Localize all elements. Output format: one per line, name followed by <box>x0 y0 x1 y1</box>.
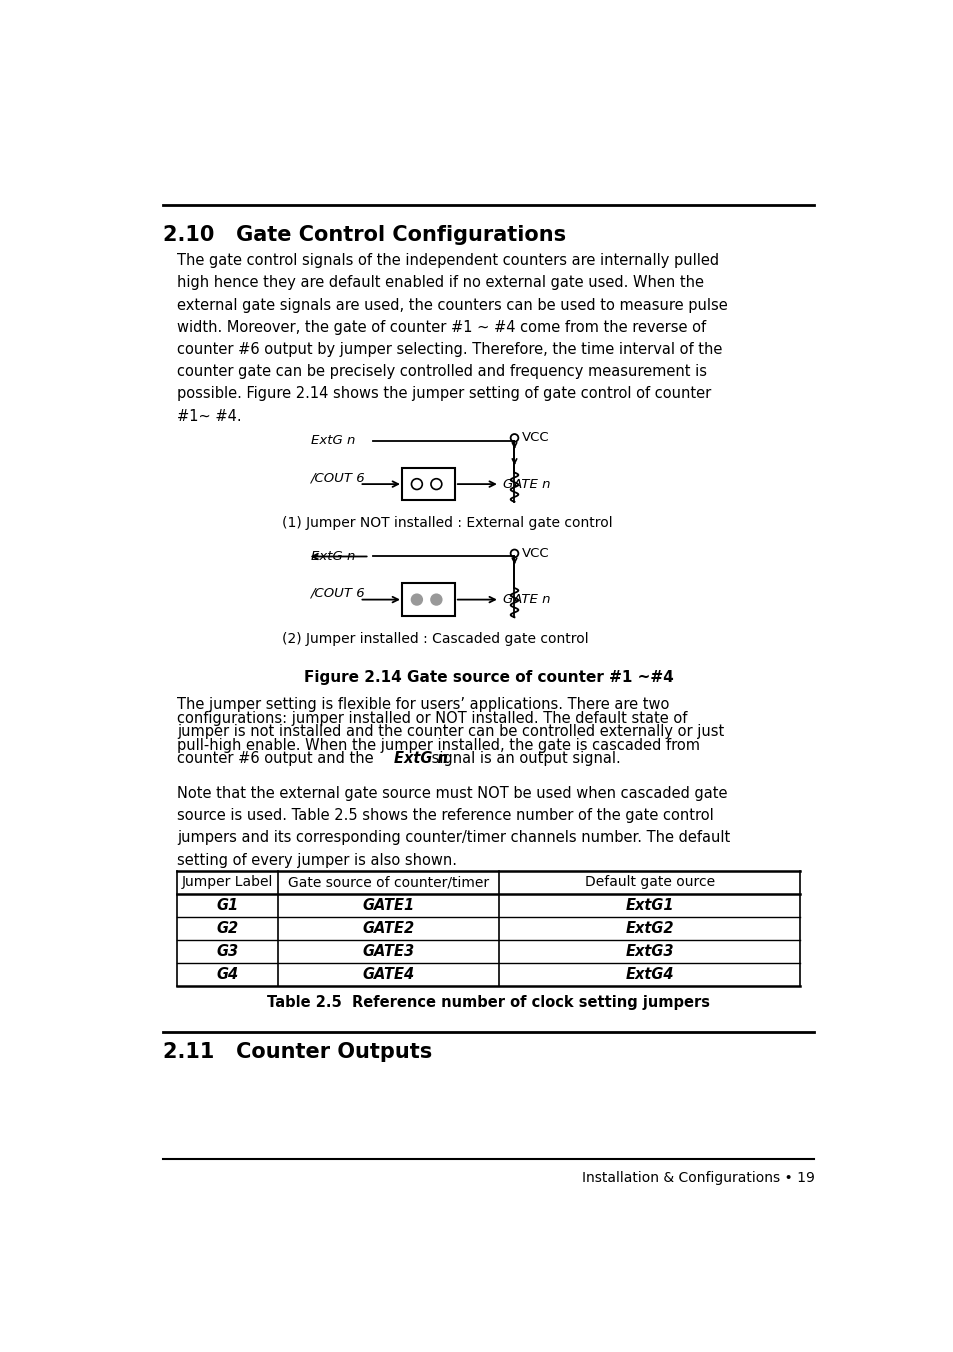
Text: pull-high enable. When the jumper installed, the gate is cascaded from: pull-high enable. When the jumper instal… <box>177 738 700 753</box>
Text: GATE n: GATE n <box>502 594 550 606</box>
Circle shape <box>431 595 441 604</box>
Text: ExtG2: ExtG2 <box>625 921 673 936</box>
Bar <box>402 584 455 615</box>
Text: ExtG n: ExtG n <box>311 550 355 562</box>
Text: configurations: jumper installed or NOT installed. The default state of: configurations: jumper installed or NOT … <box>177 711 687 726</box>
Text: Note that the external gate source must NOT be used when cascaded gate
source is: Note that the external gate source must … <box>177 786 730 868</box>
Text: GATE2: GATE2 <box>362 921 415 936</box>
Text: ExtG3: ExtG3 <box>625 944 673 959</box>
Text: Figure 2.14 Gate source of counter #1 ~#4: Figure 2.14 Gate source of counter #1 ~#… <box>304 671 673 685</box>
Text: Default gate ource: Default gate ource <box>584 875 714 890</box>
Text: ExtG n: ExtG n <box>394 752 448 767</box>
Text: 2.11   Counter Outputs: 2.11 Counter Outputs <box>163 1041 433 1061</box>
Text: The jumper setting is flexible for users’ applications. There are two: The jumper setting is flexible for users… <box>177 698 669 713</box>
Text: ExtG n: ExtG n <box>311 434 355 448</box>
Circle shape <box>411 595 422 604</box>
Text: counter #6 output and the: counter #6 output and the <box>177 752 378 767</box>
Text: (2) Jumper installed : Cascaded gate control: (2) Jumper installed : Cascaded gate con… <box>282 631 588 646</box>
Text: ExtG1: ExtG1 <box>625 898 673 913</box>
Text: Jumper Label: Jumper Label <box>182 875 274 890</box>
Text: 2.10   Gate Control Configurations: 2.10 Gate Control Configurations <box>163 226 566 245</box>
Text: /COUT 6: /COUT 6 <box>311 587 366 600</box>
Text: Gate source of counter/timer: Gate source of counter/timer <box>288 875 489 890</box>
Bar <box>402 468 455 500</box>
Text: GATE3: GATE3 <box>362 944 415 959</box>
Text: GATE n: GATE n <box>502 477 550 491</box>
Text: /COUT 6: /COUT 6 <box>311 472 366 484</box>
Text: ExtG4: ExtG4 <box>625 967 673 982</box>
Text: G3: G3 <box>216 944 238 959</box>
Text: signal is an output signal.: signal is an output signal. <box>427 752 620 767</box>
Text: The gate control signals of the independent counters are internally pulled
high : The gate control signals of the independ… <box>177 253 727 423</box>
Text: VCC: VCC <box>521 431 549 445</box>
Text: GATE4: GATE4 <box>362 967 415 982</box>
Text: G2: G2 <box>216 921 238 936</box>
Text: GATE1: GATE1 <box>362 898 415 913</box>
Text: jumper is not installed and the counter can be controlled externally or just: jumper is not installed and the counter … <box>177 725 724 740</box>
Text: Table 2.5  Reference number of clock setting jumpers: Table 2.5 Reference number of clock sett… <box>267 995 710 1010</box>
Text: (1) Jumper NOT installed : External gate control: (1) Jumper NOT installed : External gate… <box>282 516 612 530</box>
Text: G4: G4 <box>216 967 238 982</box>
Text: VCC: VCC <box>521 548 549 560</box>
Text: G1: G1 <box>216 898 238 913</box>
Text: Installation & Configurations • 19: Installation & Configurations • 19 <box>581 1171 814 1184</box>
